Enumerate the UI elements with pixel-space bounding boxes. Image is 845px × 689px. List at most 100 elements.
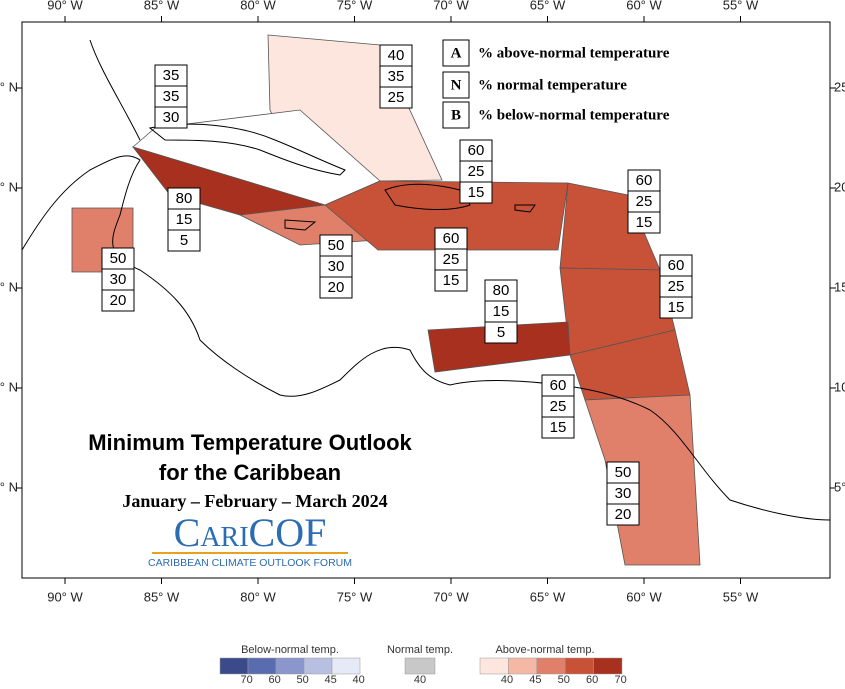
colorbar-label: Below-normal temp. xyxy=(241,644,339,656)
lat-label: 10° N xyxy=(834,379,845,394)
forecast-value: 15 xyxy=(668,299,685,316)
key-box xyxy=(442,71,470,99)
colorbar-tick: 60 xyxy=(586,674,598,684)
lat-label: 20° N xyxy=(0,179,18,194)
forecast-cell xyxy=(659,296,693,319)
colorbar-label: Normal temp. xyxy=(387,644,453,656)
colorbar-swatch xyxy=(593,657,623,675)
lon-label: 85° W xyxy=(144,0,180,12)
colorbar-label: Above-normal temp. xyxy=(495,644,594,656)
forecast-value: 35 xyxy=(163,88,180,105)
key-letter: B xyxy=(451,107,461,123)
forecast-value: 60 xyxy=(443,230,460,247)
colorbar-tick: 45 xyxy=(529,674,541,684)
colorbar-swatch xyxy=(331,657,361,675)
forecast-value: 50 xyxy=(110,250,127,267)
forecast-cell xyxy=(101,289,135,312)
key-box xyxy=(442,101,470,129)
outlook-region xyxy=(584,394,701,566)
lat-label: 25° N xyxy=(0,79,18,94)
lat-label: 15° N xyxy=(834,279,845,294)
forecast-value: 25 xyxy=(636,193,653,210)
key-letter: A xyxy=(451,45,462,61)
lon-label: 55° W xyxy=(723,589,759,604)
forecast-value: 15 xyxy=(468,184,485,201)
colorbar-tick: 60 xyxy=(268,674,280,684)
logo-tagline: CARIBBEAN CLIMATE OUTLOOK FORUM xyxy=(148,557,352,569)
colorbar-tick: 50 xyxy=(558,674,570,684)
lon-label: 60° W xyxy=(626,0,662,12)
forecast-cell xyxy=(541,416,575,439)
forecast-cell xyxy=(319,276,353,299)
colorbar-tick: 70 xyxy=(240,674,252,684)
colorbar-swatch xyxy=(508,657,538,675)
colorbar-tick: 40 xyxy=(501,674,513,684)
lon-label: 80° W xyxy=(240,0,276,12)
forecast-value: 20 xyxy=(328,279,345,296)
lon-label: 90° W xyxy=(47,589,83,604)
lon-label: 90° W xyxy=(47,0,83,12)
forecast-value: 30 xyxy=(615,485,632,502)
colorbar-swatch xyxy=(247,657,277,675)
colorbar-swatch xyxy=(536,657,566,675)
lon-label: 80° W xyxy=(240,589,276,604)
lon-label: 75° W xyxy=(337,0,373,12)
key-text: % below-normal temperature xyxy=(478,107,670,123)
colorbar-tick: 70 xyxy=(614,674,626,684)
forecast-value: 25 xyxy=(443,251,460,268)
forecast-value: 30 xyxy=(328,258,345,275)
lon-label: 85° W xyxy=(144,589,180,604)
colorbar-tick: 40 xyxy=(414,674,426,684)
lon-label: 70° W xyxy=(433,0,469,12)
forecast-value: 5 xyxy=(180,232,188,249)
map-subtitle: for the Caribbean xyxy=(159,460,341,485)
forecast-cell xyxy=(606,503,640,526)
forecast-value: 60 xyxy=(468,142,485,159)
forecast-value: 50 xyxy=(328,237,345,254)
lat-label: 25° N xyxy=(834,79,845,94)
forecast-cell xyxy=(167,229,201,252)
colorbar-swatch xyxy=(564,657,594,675)
forecast-value: 15 xyxy=(443,272,460,289)
forecast-value: 30 xyxy=(163,109,180,126)
lat-label: 20° N xyxy=(834,179,845,194)
lon-label: 70° W xyxy=(433,589,469,604)
outlook-region xyxy=(324,180,569,251)
forecast-value: 5 xyxy=(497,324,505,341)
forecast-value: 60 xyxy=(668,257,685,274)
lon-label: 75° W xyxy=(337,589,373,604)
colorbar-swatch xyxy=(275,657,305,675)
forecast-value: 25 xyxy=(668,278,685,295)
period: January – February – March 2024 xyxy=(122,491,387,511)
lon-label: 65° W xyxy=(530,0,566,12)
forecast-value: 50 xyxy=(615,464,632,481)
forecast-cell xyxy=(459,181,493,204)
forecast-value: 25 xyxy=(550,398,567,415)
forecast-value: 30 xyxy=(110,271,127,288)
forecast-value: 35 xyxy=(163,67,180,84)
colorbar-tick: 45 xyxy=(324,674,336,684)
key-text: % above-normal temperature xyxy=(478,45,670,61)
colorbar-swatch xyxy=(404,657,436,675)
lat-label: 15° N xyxy=(0,279,18,294)
forecast-value: 15 xyxy=(493,303,510,320)
key-box xyxy=(442,39,470,67)
lat-label: 5° N xyxy=(0,479,18,494)
forecast-value: 35 xyxy=(388,68,405,85)
coastlines xyxy=(21,39,831,521)
key-letter: N xyxy=(451,77,462,93)
lon-label: 65° W xyxy=(530,589,566,604)
forecast-cell xyxy=(484,321,518,344)
colorbar-tick: 40 xyxy=(352,674,364,684)
forecast-value: 15 xyxy=(636,214,653,231)
forecast-value: 20 xyxy=(110,292,127,309)
lat-label: 5° N xyxy=(834,479,845,494)
colorbar-swatch xyxy=(479,657,509,675)
key-text: % normal temperature xyxy=(478,77,627,93)
lon-label: 60° W xyxy=(626,589,662,604)
lon-label: 55° W xyxy=(723,0,759,12)
forecast-value: 80 xyxy=(176,190,193,207)
forecast-value: 25 xyxy=(468,163,485,180)
forecast-value: 60 xyxy=(550,377,567,394)
